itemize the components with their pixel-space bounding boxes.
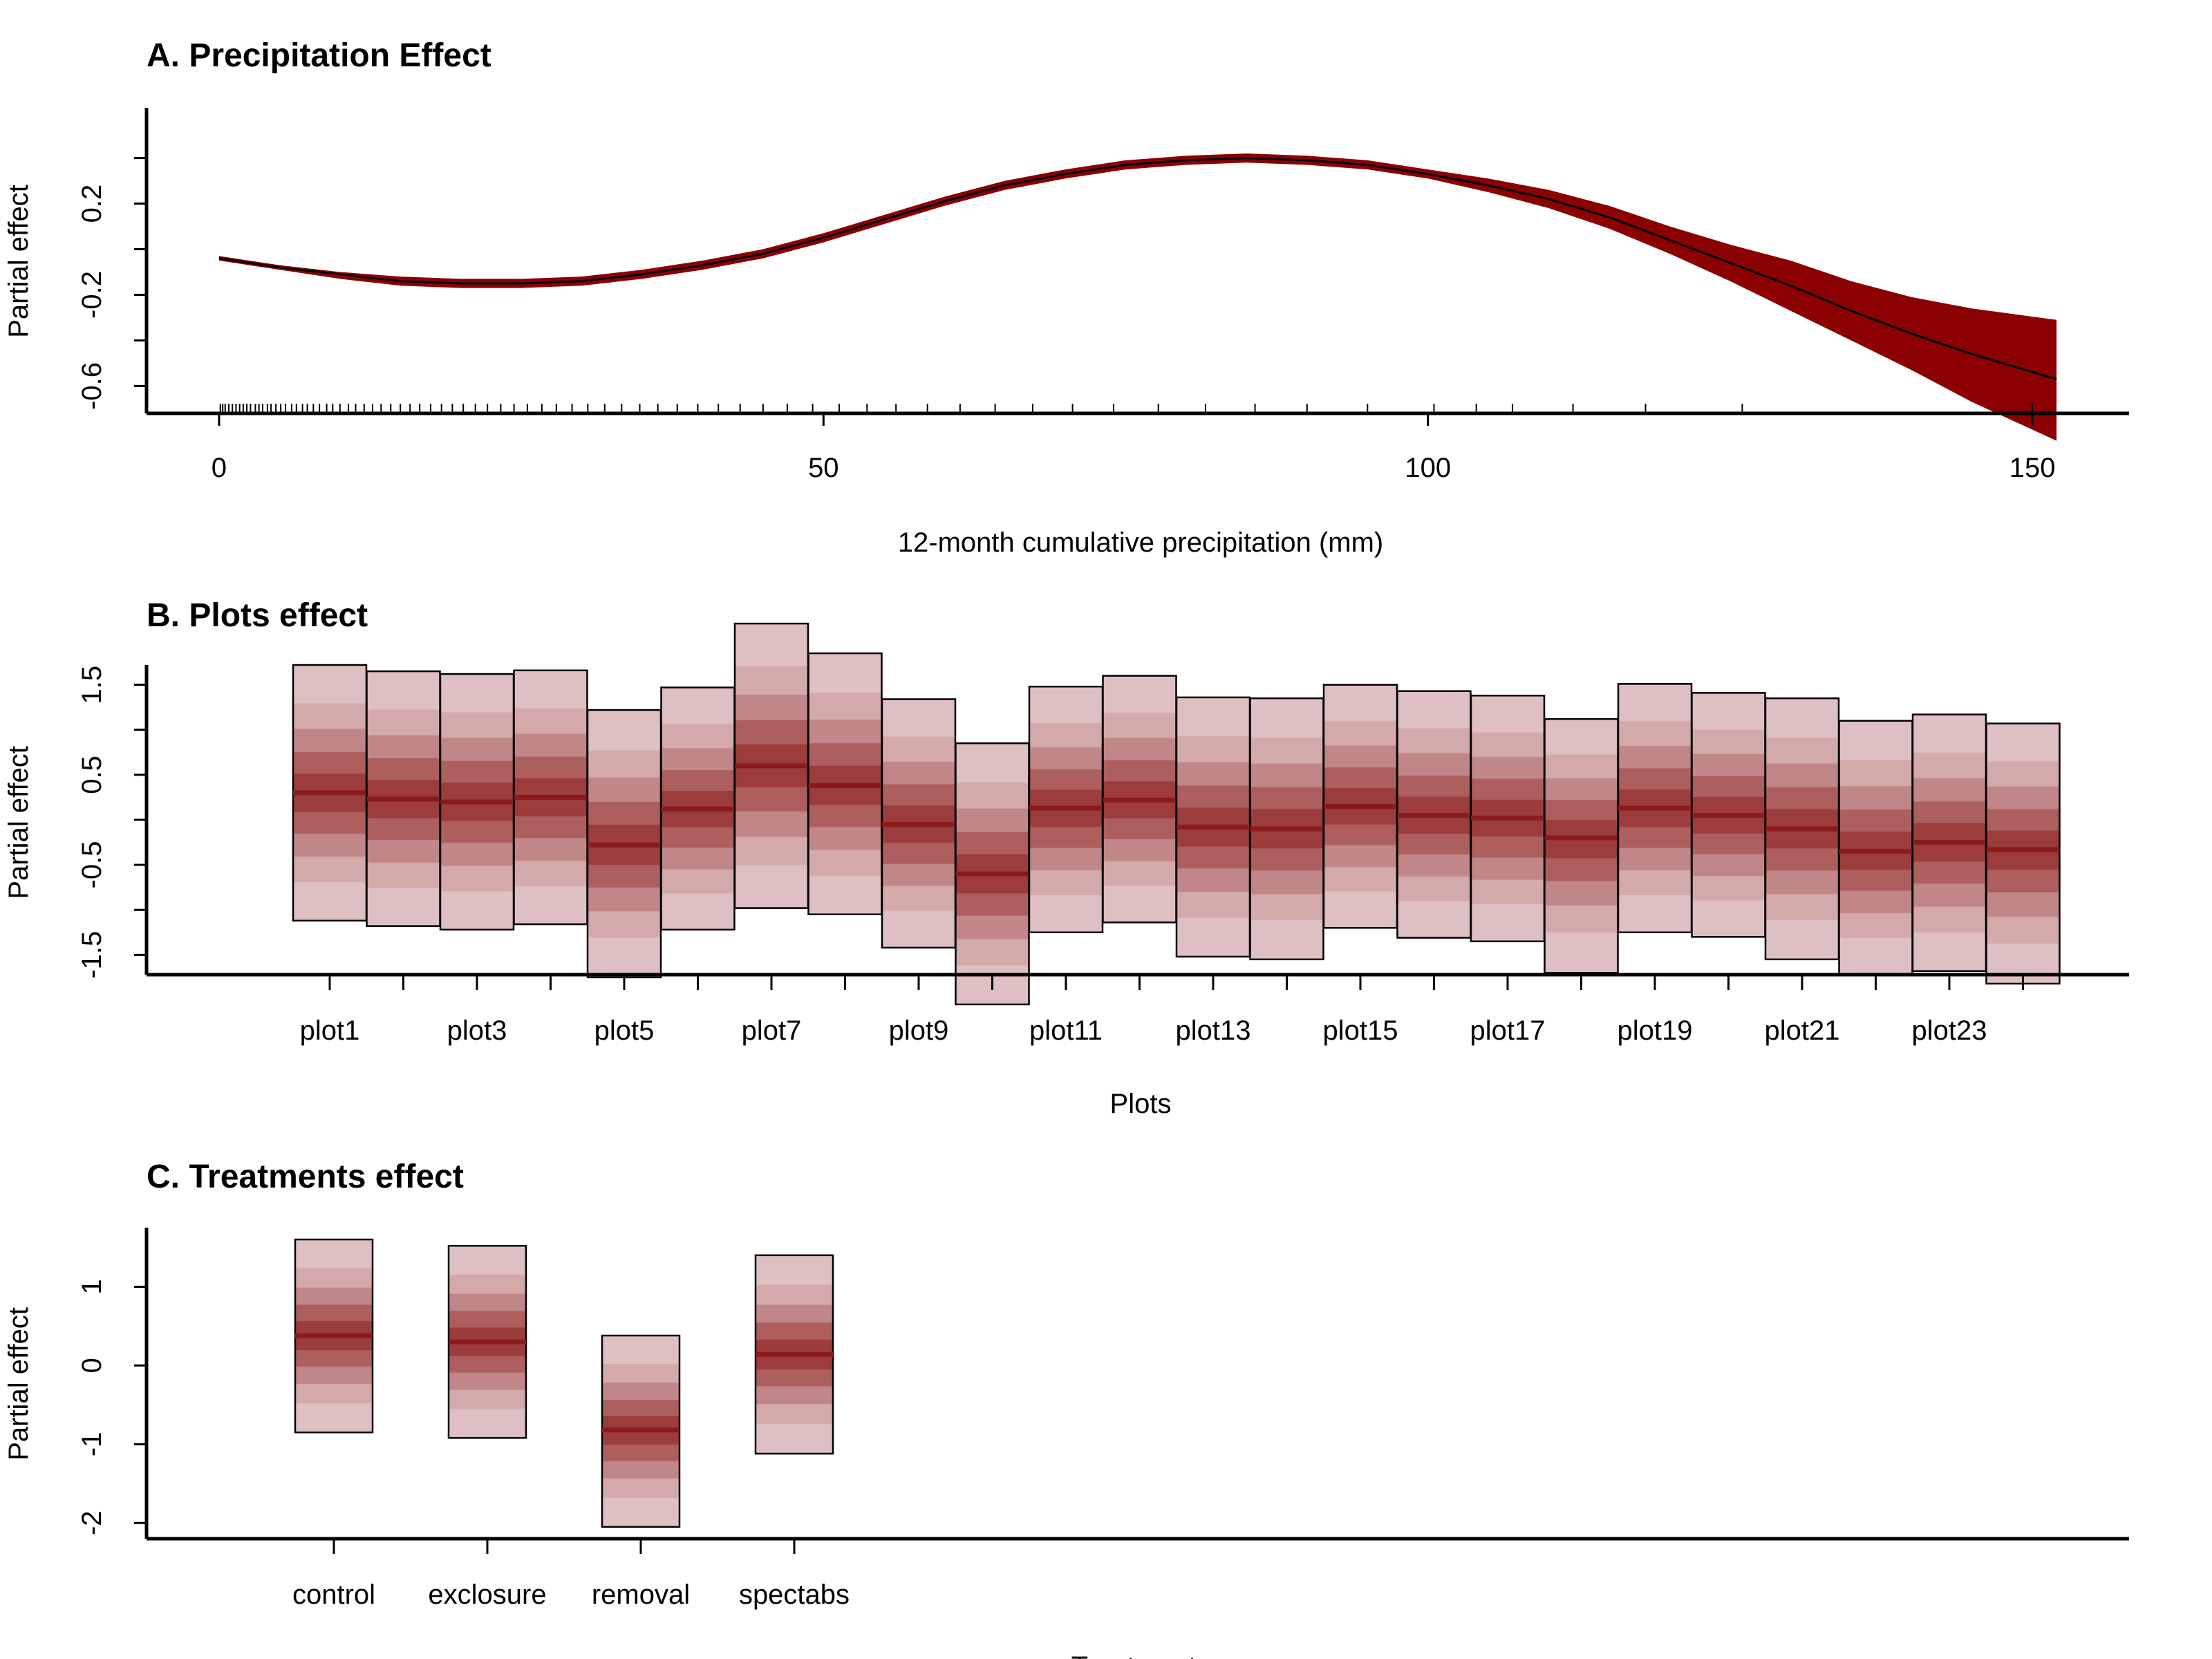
x-tick-label: plot7 (742, 1015, 802, 1046)
y-tick-label: -0.5 (77, 841, 107, 889)
x-tick-label: plot21 (1765, 1015, 1840, 1046)
x-tick-label: plot13 (1176, 1015, 1251, 1046)
x-tick-label: 50 (808, 453, 839, 483)
x-tick-label: plot17 (1470, 1015, 1546, 1046)
panel-b-plots: B. Plots effect plot1 plot3 plot5 plot7 plot… (3, 597, 2129, 1119)
panel-b-x-label: Plots (1110, 1089, 1172, 1119)
panel-a-data (218, 153, 2057, 441)
y-tick-label: -0.2 (77, 271, 107, 319)
y-tick-label: -2 (77, 1510, 107, 1535)
panel-c-y-label: Partial effect (3, 1307, 34, 1461)
x-tick-label: 100 (1405, 453, 1451, 483)
confidence-band (218, 153, 2057, 441)
panel-c-title: C. Treatments effect (147, 1159, 464, 1195)
y-tick-label: -1 (77, 1432, 107, 1457)
panel-a-y-label: Partial effect (3, 185, 34, 338)
y-tick-label: -0.6 (77, 362, 107, 410)
x-tick-label: plot23 (1912, 1015, 1987, 1046)
panel-c-treatments: C. Treatments effect control exclosure rem… (3, 1159, 2129, 1659)
x-tick-label: plot19 (1618, 1015, 1693, 1046)
panel-c-x-label: Treatments (1071, 1651, 1210, 1659)
panel-c-data (294, 1238, 834, 1528)
panel-c-axes: control exclosure removal spectabs -2 -1 0 1 (77, 1228, 2129, 1610)
x-tick-label: plot5 (594, 1015, 655, 1046)
panel-b-title: B. Plots effect (147, 597, 368, 634)
x-tick-label: 150 (2009, 453, 2056, 483)
panel-a-axes: 0 50 100 150 -0.6 -0.2 0.2 (77, 108, 2129, 483)
panel-b-axes: plot1 plot3 plot5 plot7 plot9 plot11 plot13 plo… (77, 665, 2129, 1046)
y-tick-label: 0.5 (77, 756, 107, 794)
smooth-line (218, 157, 2057, 380)
panel-a-title: A. Precipitation Effect (147, 37, 491, 74)
panel-a-x-label: 12-month cumulative precipitation (mm) (898, 527, 1383, 558)
x-tick-label: 0 (212, 453, 227, 483)
x-tick-label: spectabs (739, 1580, 850, 1610)
panel-a-precipitation: A. Precipitation Effect 0 50 100 150 -0.6 -0.… (3, 37, 2129, 558)
y-tick-label: 0 (77, 1358, 107, 1373)
x-tick-label: plot11 (1029, 1015, 1103, 1046)
x-tick-label: plot1 (300, 1015, 360, 1046)
x-tick-label: plot9 (889, 1015, 949, 1046)
panel-b-data (292, 622, 2061, 1006)
y-tick-label: 1.5 (77, 666, 107, 704)
x-tick-label: control (292, 1580, 375, 1610)
y-tick-label: 0.2 (77, 185, 107, 223)
x-tick-label: plot15 (1323, 1015, 1398, 1046)
x-tick-label: plot3 (447, 1015, 507, 1046)
x-tick-label: exclosure (428, 1580, 546, 1610)
panel-b-y-label: Partial effect (3, 746, 34, 899)
y-tick-label: 1 (77, 1279, 107, 1294)
x-tick-label: removal (592, 1580, 690, 1610)
y-tick-label: -1.5 (77, 931, 107, 979)
